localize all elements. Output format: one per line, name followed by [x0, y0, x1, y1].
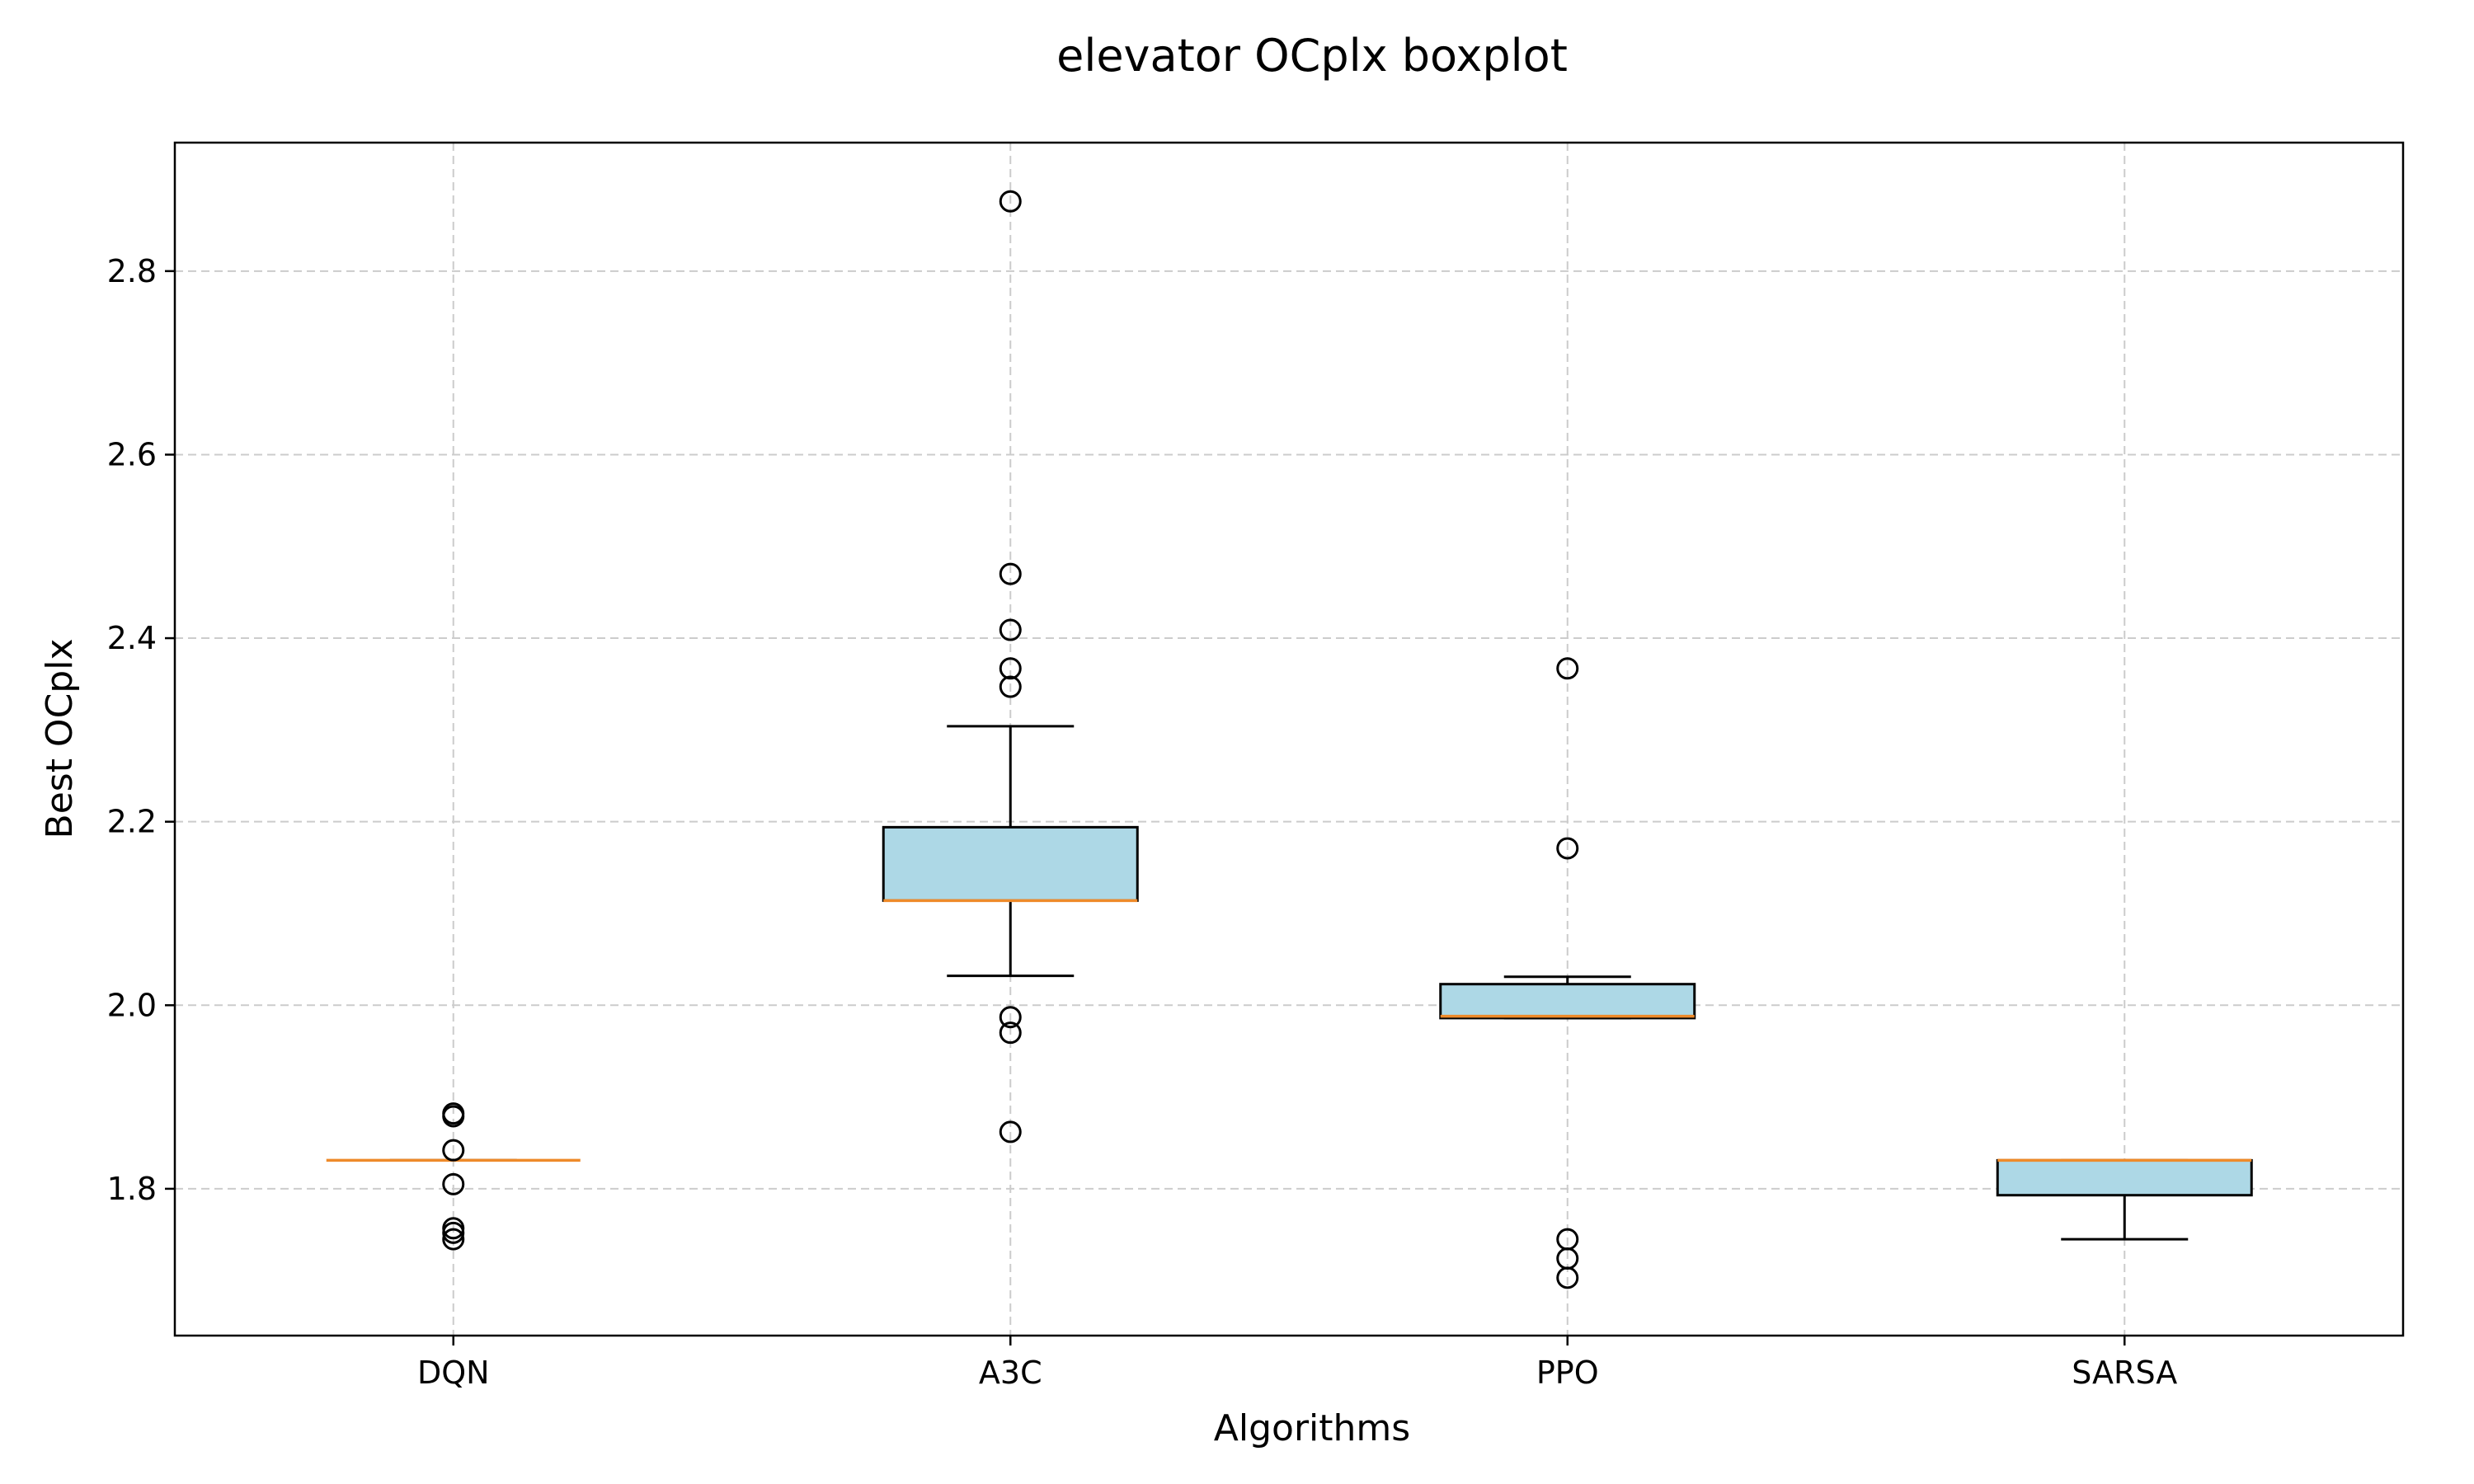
outlier-point	[999, 618, 1022, 641]
box-group-a3c	[882, 190, 1139, 1144]
outlier-point	[999, 1021, 1022, 1045]
outlier-point	[1556, 1266, 1579, 1289]
chart-title: elevator OCplx boxplot	[1056, 30, 1568, 82]
outlier-point	[442, 1172, 465, 1195]
outlier-point	[999, 657, 1022, 680]
x-tick-label: PPO	[1536, 1355, 1599, 1391]
iqr-box	[1439, 983, 1696, 1020]
grid	[175, 143, 2403, 1336]
box-series	[326, 190, 2253, 1289]
iqr-box	[1996, 1158, 2253, 1197]
plot-area-frame	[173, 141, 2405, 1337]
outlier-point	[442, 1139, 465, 1162]
outlier-point	[442, 1228, 465, 1251]
y-tick-label: 2.0	[107, 987, 157, 1023]
outlier-point	[442, 1221, 465, 1244]
iqr-box	[882, 825, 1139, 902]
outlier-point	[1556, 837, 1579, 860]
y-tick-label: 2.4	[107, 620, 157, 656]
x-tick-label: DQN	[417, 1355, 490, 1391]
box-group-ppo	[1439, 657, 1696, 1289]
y-tick-label: 2.2	[107, 804, 157, 840]
outlier-point	[999, 190, 1022, 213]
outlier-point	[999, 1006, 1022, 1029]
outlier-point	[999, 675, 1022, 698]
outlier-point	[999, 562, 1022, 585]
x-tick-label: SARSA	[2072, 1355, 2177, 1391]
x-axis-label: Algorithms	[1214, 1407, 1410, 1449]
box-group-sarsa	[1996, 1158, 2253, 1241]
outlier-point	[442, 1105, 465, 1128]
x-tick-label: A3C	[979, 1355, 1042, 1391]
y-tick-label: 1.8	[107, 1171, 157, 1207]
y-tick-label: 2.8	[107, 253, 157, 289]
outlier-point	[999, 1120, 1022, 1144]
axis-ticks: 1.8 2.0 2.2 2.4 2.6 2.8 DQN A3C PPO SARSA	[107, 253, 2178, 1391]
outlier-point	[1556, 657, 1579, 680]
box-group-dqn	[326, 1102, 581, 1251]
y-tick-label: 2.6	[107, 436, 157, 472]
y-axis-label: Best OCplx	[39, 639, 81, 839]
